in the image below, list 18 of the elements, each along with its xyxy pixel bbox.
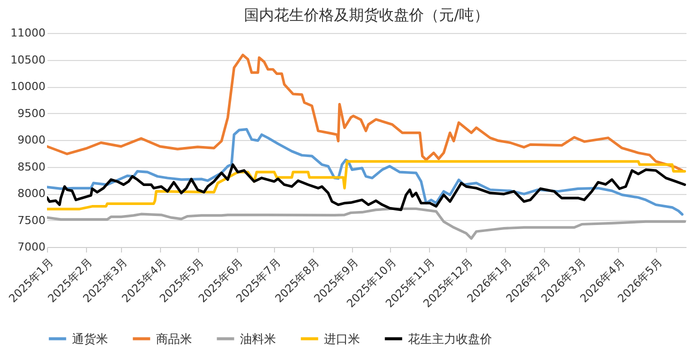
y-tick-label: 10000 [10, 80, 46, 93]
line-series [47, 54, 684, 172]
legend-label: 通货米 [72, 332, 108, 346]
y-tick-label: 10500 [10, 53, 46, 66]
y-tick-label: 9000 [18, 134, 46, 146]
legend-label: 花生主力收盘价 [408, 332, 492, 346]
y-tick-label: 7500 [18, 214, 46, 227]
y-tick-label: 11000 [10, 26, 46, 40]
y-tick-label: 7000 [18, 240, 46, 254]
chart-title: 国内花生价格及期货收盘价（元/吨） [244, 6, 490, 24]
y-tick-label: 8500 [18, 160, 46, 174]
line-series [47, 207, 686, 240]
y-tick-label: 8000 [18, 187, 46, 200]
line-series [47, 128, 684, 216]
legend-label: 油料米 [240, 332, 276, 346]
legend-label: 进口米 [324, 332, 360, 346]
y-tick-label: 9500 [18, 106, 46, 120]
legend-label: 商品米 [156, 332, 192, 346]
